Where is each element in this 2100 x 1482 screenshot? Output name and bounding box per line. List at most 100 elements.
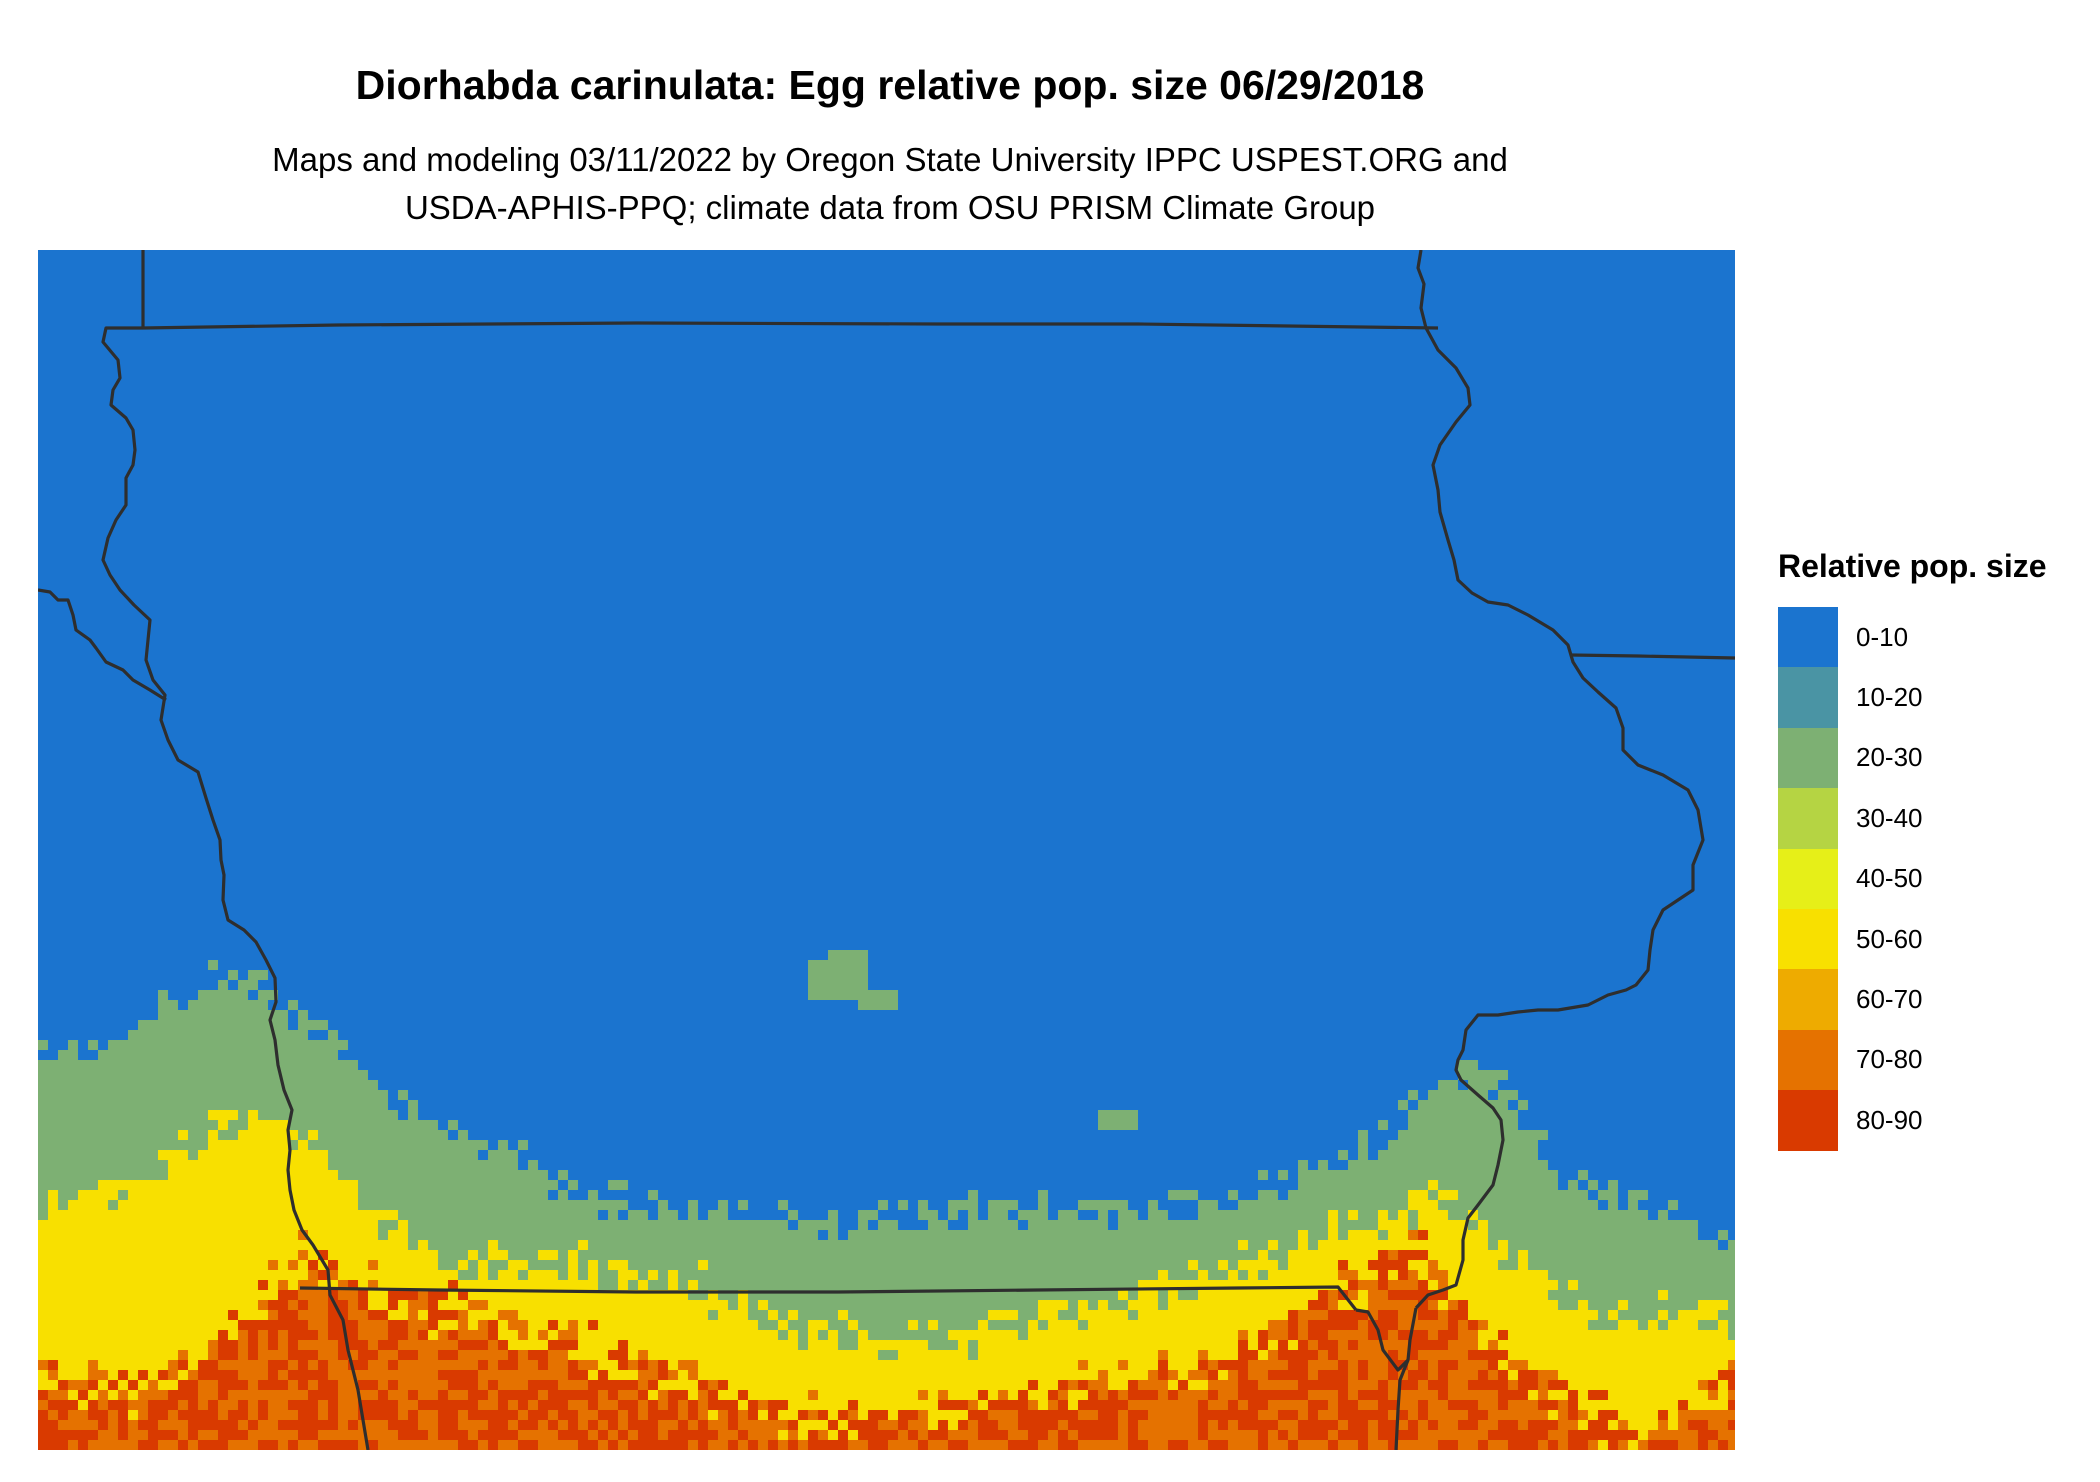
grid-cell: [198, 1190, 208, 1200]
grid-cell: [1698, 1300, 1708, 1310]
grid-cell: [538, 1190, 548, 1200]
grid-cell: [438, 1280, 448, 1290]
grid-cell: [1448, 1370, 1458, 1380]
grid-cell: [1358, 1430, 1368, 1440]
grid-cell: [128, 1330, 138, 1340]
grid-cell: [968, 1240, 978, 1250]
grid-cell: [518, 1220, 528, 1230]
grid-cell: [158, 1200, 168, 1210]
grid-cell: [68, 1290, 78, 1300]
grid-cell: [1398, 1190, 1408, 1200]
grid-cell: [58, 1300, 68, 1310]
grid-cell: [108, 1120, 118, 1130]
grid-cell: [108, 1170, 118, 1180]
grid-cell: [798, 1250, 808, 1260]
grid-cell: [1468, 1270, 1478, 1280]
grid-cell: [1338, 1310, 1348, 1320]
grid-cell: [718, 1270, 728, 1280]
grid-cell: [738, 1280, 748, 1290]
grid-cell: [908, 1340, 918, 1350]
grid-cell: [788, 1250, 798, 1260]
grid-cell: [868, 1300, 878, 1310]
grid-cell: [1408, 1370, 1418, 1380]
grid-cell: [38, 1240, 48, 1250]
grid-cell: [1488, 1130, 1498, 1140]
grid-cell: [158, 1080, 168, 1090]
grid-cell: [688, 1340, 698, 1350]
grid-cell: [868, 1350, 878, 1360]
grid-cell: [268, 1270, 278, 1280]
grid-cell: [1198, 1290, 1208, 1300]
grid-cell: [158, 1350, 168, 1360]
grid-cell: [238, 1040, 248, 1050]
grid-cell: [278, 1350, 288, 1360]
grid-cell: [1148, 1380, 1158, 1390]
grid-cell: [618, 1300, 628, 1310]
grid-cell: [348, 1250, 358, 1260]
grid-cell: [1578, 1390, 1588, 1400]
grid-cell: [1458, 1140, 1468, 1150]
grid-cell: [1688, 1390, 1698, 1400]
grid-cell: [1598, 1210, 1608, 1220]
grid-cell: [348, 1430, 358, 1440]
grid-cell: [308, 1040, 318, 1050]
grid-cell: [1448, 1230, 1458, 1240]
grid-cell: [248, 1170, 258, 1180]
grid-cell: [1318, 1270, 1328, 1280]
grid-cell: [788, 1350, 798, 1360]
grid-cell: [808, 1380, 818, 1390]
grid-cell: [428, 1240, 438, 1250]
grid-cell: [798, 1310, 808, 1320]
grid-cell: [1538, 1400, 1548, 1410]
grid-cell: [1148, 1360, 1158, 1370]
grid-cell: [538, 1290, 548, 1300]
grid-cell: [1288, 1250, 1298, 1260]
grid-cell: [1648, 1330, 1658, 1340]
grid-cell: [1028, 1360, 1038, 1370]
grid-cell: [1148, 1220, 1158, 1230]
grid-cell: [408, 1100, 418, 1110]
grid-cell: [1328, 1200, 1338, 1210]
grid-cell: [728, 1410, 738, 1420]
grid-cell: [758, 1250, 768, 1260]
grid-cell: [218, 1330, 228, 1340]
grid-cell: [1658, 1300, 1668, 1310]
grid-cell: [1208, 1430, 1218, 1440]
grid-cell: [1318, 1350, 1328, 1360]
grid-cell: [828, 1250, 838, 1260]
grid-cell: [478, 1190, 488, 1200]
grid-cell: [568, 1260, 578, 1270]
grid-cell: [358, 1100, 368, 1110]
grid-cell: [1078, 1200, 1088, 1210]
grid-cell: [538, 1300, 548, 1310]
grid-cell: [258, 970, 268, 980]
grid-cell: [368, 1270, 378, 1280]
grid-cell: [368, 1250, 378, 1260]
grid-cell: [1168, 1300, 1178, 1310]
grid-cell: [388, 1440, 398, 1450]
grid-cell: [1558, 1350, 1568, 1360]
grid-cell: [188, 1220, 198, 1230]
grid-cell: [908, 1430, 918, 1440]
grid-cell: [1338, 1320, 1348, 1330]
grid-cell: [1068, 1340, 1078, 1350]
grid-cell: [1508, 1430, 1518, 1440]
grid-cell: [1668, 1250, 1678, 1260]
grid-cell: [258, 1170, 268, 1180]
grid-cell: [1528, 1420, 1538, 1430]
grid-cell: [448, 1310, 458, 1320]
grid-cell: [808, 1430, 818, 1440]
grid-cell: [98, 1190, 108, 1200]
grid-cell: [1508, 1090, 1518, 1100]
population-grid: [38, 950, 1735, 1450]
map-title: Diorhabda carinulata: Egg relative pop. …: [355, 62, 1425, 108]
grid-cell: [908, 1410, 918, 1420]
grid-cell: [1008, 1220, 1018, 1230]
grid-cell: [778, 1340, 788, 1350]
grid-cell: [988, 1310, 998, 1320]
grid-cell: [118, 1060, 128, 1070]
grid-cell: [308, 1160, 318, 1170]
grid-cell: [88, 1170, 98, 1180]
grid-cell: [1438, 1390, 1448, 1400]
grid-cell: [298, 1050, 308, 1060]
